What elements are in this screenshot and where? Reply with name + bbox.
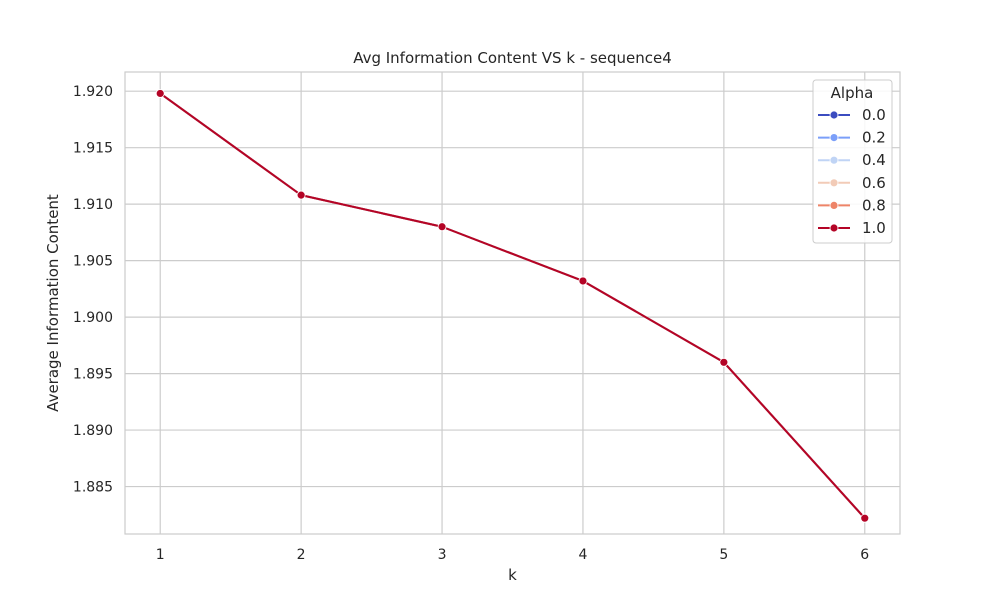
y-tick-label: 1.920 xyxy=(73,84,113,100)
x-tick-label: 3 xyxy=(438,547,447,563)
legend-marker xyxy=(829,133,839,143)
legend-label: 1.0 xyxy=(862,219,886,237)
x-tick-labels: 1 2 3 4 5 6 xyxy=(156,547,870,563)
y-axis-label: Average Information Content xyxy=(44,194,62,412)
y-tick-label: 1.910 xyxy=(73,197,113,213)
y-tick-labels: 1.885 1.890 1.895 1.900 1.905 1.910 1.915 1.920 xyxy=(73,84,113,495)
x-axis-label: k xyxy=(508,566,517,584)
legend-entry: 0.6 xyxy=(818,174,886,192)
series-1.0 xyxy=(155,89,870,523)
plot-frame xyxy=(124,71,901,535)
y-tick-label: 1.890 xyxy=(73,423,113,439)
x-tick-label: 5 xyxy=(719,547,728,563)
legend-marker xyxy=(829,223,839,233)
data-point xyxy=(860,513,870,523)
x-tick-label: 2 xyxy=(297,547,306,563)
legend-label: 0.6 xyxy=(862,174,886,192)
y-tick-label: 1.885 xyxy=(73,480,113,496)
y-tick-label: 1.915 xyxy=(73,141,113,157)
y-tick-label: 1.895 xyxy=(73,367,113,383)
legend-label: 0.2 xyxy=(862,129,886,147)
chart-title: Avg Information Content VS k - sequence4 xyxy=(353,49,672,67)
legend-entry: 0.0 xyxy=(818,106,886,124)
legend-marker xyxy=(829,155,839,165)
legend-marker xyxy=(829,110,839,120)
data-point xyxy=(296,190,306,200)
legend-marker xyxy=(829,178,839,188)
legend-entry: 0.4 xyxy=(818,151,886,169)
x-tick-label: 1 xyxy=(156,547,165,563)
data-point xyxy=(578,276,588,286)
data-point xyxy=(155,89,165,98)
legend-entry: 0.8 xyxy=(818,196,886,214)
y-tick-label: 1.900 xyxy=(73,310,113,326)
y-tick-label: 1.905 xyxy=(73,254,113,270)
x-tick-label: 6 xyxy=(860,547,869,563)
legend: Alpha 0.0 0.2 0.4 0.6 0.8 1.0 xyxy=(812,79,893,244)
legend-label: 0.8 xyxy=(862,196,886,214)
series-line xyxy=(159,92,866,519)
data-point xyxy=(437,222,447,232)
legend-entries: 0.0 0.2 0.4 0.6 0.8 1.0 xyxy=(818,106,886,237)
legend-title: Alpha xyxy=(831,84,874,102)
legend-entry: 1.0 xyxy=(818,219,886,237)
legend-label: 0.4 xyxy=(862,151,886,169)
legend-label: 0.0 xyxy=(862,106,886,124)
data-point xyxy=(719,357,729,367)
legend-marker xyxy=(829,200,839,210)
grid xyxy=(125,72,900,534)
series-layer xyxy=(155,89,870,523)
x-tick-label: 4 xyxy=(578,547,587,563)
legend-entry: 0.2 xyxy=(818,129,886,147)
